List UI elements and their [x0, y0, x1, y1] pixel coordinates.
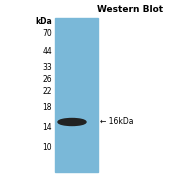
Text: 26: 26 [42, 75, 52, 84]
Text: 18: 18 [42, 102, 52, 111]
Ellipse shape [58, 118, 86, 125]
Text: 22: 22 [42, 87, 52, 96]
Text: 44: 44 [42, 48, 52, 57]
Text: Western Blot: Western Blot [97, 6, 163, 15]
Text: 70: 70 [42, 28, 52, 37]
Text: 33: 33 [42, 62, 52, 71]
Text: 14: 14 [42, 123, 52, 132]
Text: ← 16kDa: ← 16kDa [100, 118, 134, 127]
Text: kDa: kDa [35, 17, 52, 26]
Text: 10: 10 [42, 143, 52, 152]
Bar [55, 18, 98, 172]
